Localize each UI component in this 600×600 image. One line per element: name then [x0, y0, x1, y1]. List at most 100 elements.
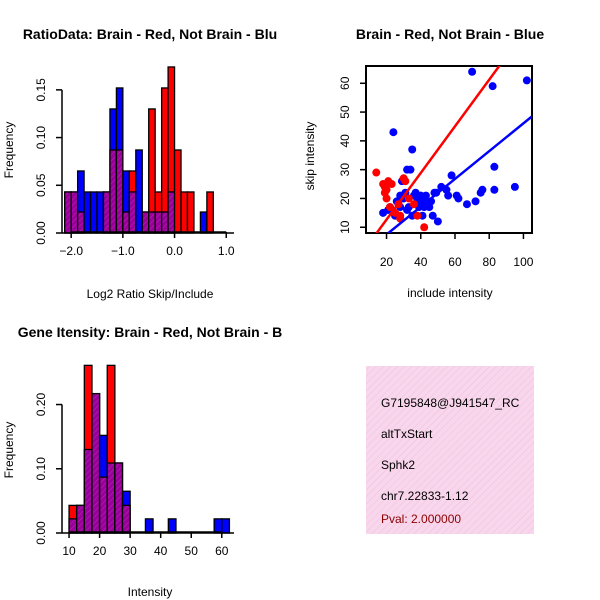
axes: −2.0 −1.0 0.0 1.0 0.00 0.05 0.10 0.15: [34, 78, 235, 258]
bar-brain: [160, 87, 169, 234]
y-tick-label: 0.10: [34, 457, 48, 481]
bar-overlap: [68, 518, 78, 534]
histogram-bars: [62, 66, 234, 234]
bar-overlap: [98, 476, 108, 534]
chart-title: Brain - Red, Not Brain - Blue: [356, 26, 544, 42]
bar-overlap: [121, 504, 131, 534]
point-not-brain: [454, 194, 463, 203]
x-tick-label: 30: [123, 544, 137, 558]
info-background: [366, 366, 534, 534]
point-not-brain: [462, 200, 471, 209]
bar-overlap: [167, 191, 176, 234]
y-tick-label: 0.10: [34, 126, 48, 150]
info-location: chr7.22833-1.12: [381, 489, 469, 503]
info-panel: G7195848@J941547_RC altTxStart Sphk2 chr…: [366, 366, 534, 534]
x-tick-label: 100: [513, 255, 533, 269]
y-axis-label: skip intensity: [303, 122, 317, 191]
x-tick-label: 1.0: [218, 244, 235, 258]
bar-overlap: [64, 191, 72, 234]
point-brain: [413, 211, 422, 220]
point-not-brain: [490, 185, 499, 194]
x-tick-label: −2.0: [59, 244, 83, 258]
histogram-bars: [62, 364, 234, 534]
x-tick-label: 80: [483, 255, 497, 269]
x-tick-label: 10: [62, 544, 76, 558]
bar-not-brain: [96, 191, 105, 234]
bar-not-brain: [167, 518, 177, 534]
point-brain: [382, 185, 391, 194]
axes: 20 40 60 80 100 10 20 30 40 50 60: [338, 76, 534, 269]
x-tick-label: 40: [414, 255, 428, 269]
point-not-brain: [522, 76, 531, 85]
bar-overlap: [109, 149, 118, 234]
point-brain: [385, 203, 394, 212]
point-not-brain: [444, 191, 453, 200]
bar-not-brain: [135, 149, 143, 234]
plot-area: [372, 66, 532, 233]
panel-intensity-histogram: Gene Itensity: Brain - Red, Not Brain - …: [2, 324, 282, 599]
point-brain: [387, 180, 396, 189]
bar-overlap: [91, 392, 101, 534]
chart-title: Gene Itensity: Brain - Red, Not Brain - …: [18, 324, 282, 340]
y-tick-label: 0.15: [34, 78, 48, 102]
point-brain: [404, 194, 413, 203]
bar-overlap: [102, 191, 111, 234]
point-not-brain: [428, 211, 437, 220]
point-brain: [401, 177, 410, 186]
x-axis-label: Intensity: [128, 585, 173, 599]
point-not-brain: [468, 67, 477, 76]
x-tick-label: 50: [185, 544, 199, 558]
bar-overlap: [141, 211, 150, 234]
bar-not-brain: [89, 191, 98, 234]
bar-not-brain: [213, 518, 223, 534]
bar-overlap: [70, 191, 79, 234]
y-tick-label: 0.20: [34, 393, 48, 417]
y-axis-label: Frequency: [2, 422, 16, 479]
x-tick-label: 40: [154, 544, 168, 558]
point-not-brain: [389, 128, 398, 137]
x-tick-label: 60: [448, 255, 462, 269]
bar-overlap: [154, 211, 163, 234]
point-not-brain: [406, 165, 415, 174]
point-not-brain: [490, 162, 499, 171]
info-gene-name: Sphk2: [381, 458, 415, 472]
bar-overlap: [128, 191, 137, 234]
point-brain: [382, 194, 391, 203]
point-not-brain: [488, 82, 497, 91]
x-axis-label: include intensity: [407, 286, 492, 300]
bar-not-brain: [144, 518, 154, 534]
y-tick-label: 0.05: [34, 173, 48, 197]
point-not-brain: [408, 145, 417, 154]
bar-overlap: [76, 211, 85, 234]
y-tick-label: 60: [338, 76, 352, 90]
point-not-brain: [433, 217, 442, 226]
y-tick-label: 10: [338, 220, 352, 234]
bar-brain: [180, 191, 189, 234]
bar-brain: [186, 191, 195, 234]
y-tick-label: 30: [338, 163, 352, 177]
scatter-plot: [372, 66, 532, 233]
x-tick-label: 20: [93, 544, 107, 558]
point-not-brain: [478, 185, 487, 194]
point-not-brain: [471, 197, 480, 206]
info-event-type: altTxStart: [381, 427, 433, 441]
info-event-id: G7195848@J941547_RC: [381, 396, 520, 410]
x-tick-label: 0.0: [166, 244, 183, 258]
point-not-brain: [510, 182, 519, 191]
point-brain: [372, 168, 381, 177]
bar-brain: [173, 149, 182, 234]
panel-ratio-histogram: RatioData: Brain - Red, Not Brain - Blu …: [2, 26, 277, 301]
x-tick-label: 20: [380, 255, 394, 269]
bar-overlap: [114, 462, 124, 534]
point-not-brain: [421, 191, 430, 200]
bar-overlap: [76, 504, 85, 534]
fit-line-not-brain: [386, 115, 532, 233]
y-tick-label: 0.00: [34, 221, 48, 245]
x-tick-label: 60: [215, 544, 229, 558]
x-tick-label: −1.0: [111, 244, 135, 258]
bar-not-brain: [221, 518, 231, 534]
bar-not-brain: [83, 191, 92, 234]
y-tick-label: 20: [338, 191, 352, 205]
bar-not-brain: [199, 211, 208, 234]
axes: 10 20 30 40 50 60 0.00 0.10 0.20: [34, 393, 229, 558]
